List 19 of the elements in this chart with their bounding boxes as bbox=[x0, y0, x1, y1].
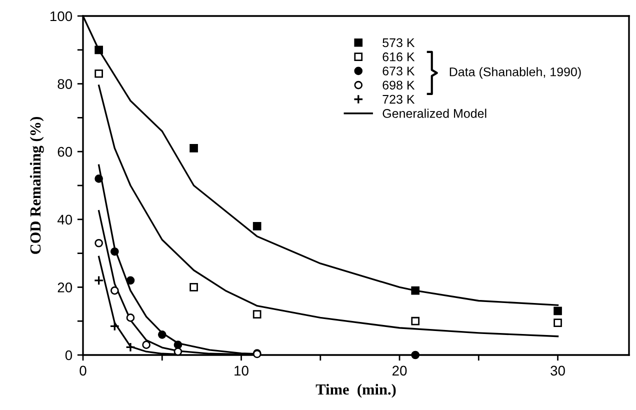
legend-label: 573 K bbox=[382, 38, 415, 48]
annotation: Data (Shanableh, 1990) bbox=[450, 67, 581, 79]
x-axis-title: Time (min.) bbox=[316, 384, 396, 398]
y-axis-title: COD Remaining (%) bbox=[30, 117, 44, 254]
y-tick-label: 0 bbox=[65, 350, 72, 360]
x-tick-label: 30 bbox=[550, 366, 565, 376]
y-tick-label: 20 bbox=[58, 282, 72, 292]
y-tick-label: 100 bbox=[50, 11, 72, 22]
legend-label: Generalized Model bbox=[382, 108, 486, 118]
x-tick-label: 0 bbox=[80, 366, 86, 376]
legend-label: 698 K bbox=[382, 80, 415, 90]
legend-label: 723 K bbox=[382, 94, 415, 104]
y-tick-label: 80 bbox=[58, 79, 72, 89]
legend-label: 616 K bbox=[382, 52, 415, 62]
y-tick-label: 60 bbox=[58, 146, 72, 157]
y-tick-label: 40 bbox=[57, 214, 72, 225]
legend-label: 673 K bbox=[382, 66, 415, 76]
x-tick-label: 20 bbox=[392, 366, 407, 376]
x-tick-label: 10 bbox=[234, 366, 248, 376]
